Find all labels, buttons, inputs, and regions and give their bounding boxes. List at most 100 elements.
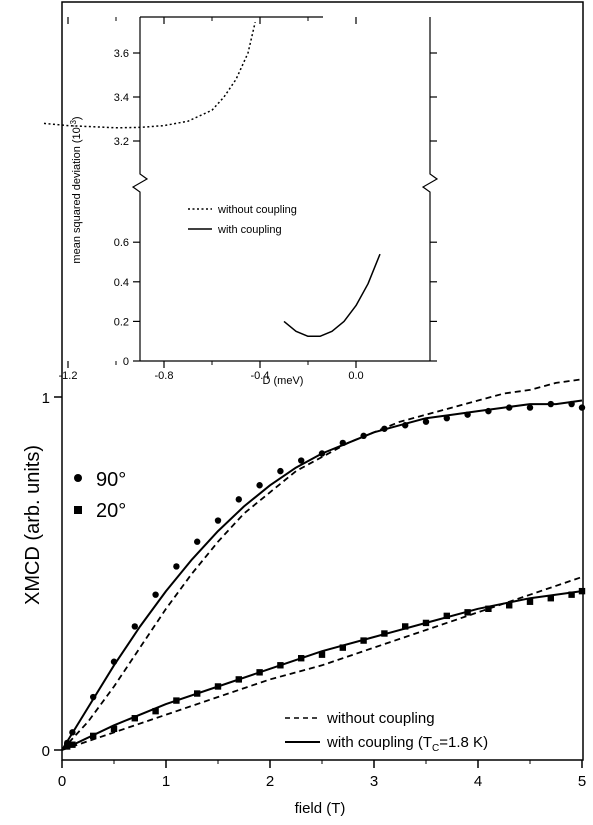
main-x-tick-label: 2: [266, 773, 274, 790]
inset-background: [140, 14, 445, 367]
inset-axes: -1.2 -0.8 -0.4 0.0 0 0.2 0.4 0.6 3.2 3.4 3.6: [59, 16, 439, 382]
data-point-90deg: [173, 563, 180, 570]
data-point-90deg: [256, 482, 263, 489]
inset-curve-with-coupling: [283, 253, 381, 338]
fit-line-without-coupling: [61, 378, 583, 751]
main-x-tick-label: 1: [162, 773, 170, 790]
data-point-20deg: [235, 676, 242, 683]
data-point-20deg: [339, 644, 346, 651]
inset-x-tick-label: 0.0: [348, 370, 363, 382]
data-point-90deg: [402, 422, 409, 429]
data-point-20deg: [318, 651, 326, 658]
data-point-20deg: [547, 595, 554, 602]
data-point-90deg: [298, 457, 305, 464]
data-point-20deg: [152, 707, 159, 715]
data-point-20deg: [214, 683, 222, 690]
inset-right-axis-break: [421, 17, 439, 361]
inset-x-tick-label: -0.4: [251, 370, 270, 382]
main-fit-curves: [61, 378, 583, 751]
data-point-90deg: [152, 591, 159, 598]
inset-y-label-sup: -3: [69, 120, 78, 128]
main-data-points: [63, 400, 586, 750]
legend-with-coupling-end: =1.8 K): [439, 734, 488, 751]
line-legend: without coupling with coupling (TC=1.8 K…: [285, 710, 488, 754]
data-point-20deg: [131, 715, 138, 722]
data-point-90deg: [381, 425, 388, 432]
legend-circle-marker: [74, 474, 82, 482]
marker-legend: 90° 20°: [74, 469, 126, 522]
data-point-20deg: [381, 630, 388, 637]
inset-y-tick-label: 3.6: [114, 48, 129, 60]
data-point-90deg: [131, 623, 138, 630]
inset-y-tick-label: 0: [123, 356, 129, 368]
inset-y-label-end: ): [71, 116, 83, 120]
inset-curves: [43, 22, 381, 338]
main-y-tick-label: 0: [42, 743, 50, 760]
inset-plot: -1.2 -0.8 -0.4 0.0 0 0.2 0.4 0.6 3.2 3.4 3.6 D (me…: [43, 14, 445, 387]
inset-y-tick-label: 0.2: [114, 316, 129, 328]
data-point-20deg: [360, 637, 367, 644]
inset-legend-with: with coupling: [217, 224, 282, 236]
inset-y-tick-label: 0.4: [114, 277, 129, 289]
data-point-90deg: [547, 400, 554, 408]
main-y-axis-label: XMCD (arb. units): [22, 445, 44, 605]
data-point-20deg: [578, 587, 586, 595]
inset-y-tick-label: 3.2: [114, 136, 129, 148]
inset-curve-without-coupling: [43, 22, 256, 129]
data-point-90deg: [526, 404, 534, 411]
data-point-90deg: [485, 407, 492, 415]
data-point-20deg: [402, 623, 409, 630]
inset-legend-without: without coupling: [217, 204, 297, 216]
data-point-90deg: [235, 496, 242, 503]
main-x-tick-label: 0: [58, 773, 66, 790]
legend-with-coupling-sub: C: [432, 743, 439, 754]
data-point-90deg: [443, 414, 450, 422]
data-point-90deg: [360, 432, 367, 440]
data-point-90deg: [318, 450, 326, 457]
legend-with-coupling-main: with coupling (T: [326, 734, 432, 751]
data-point-20deg: [64, 743, 71, 750]
data-point-90deg: [69, 729, 76, 736]
main-x-tick-label: 5: [578, 773, 586, 790]
inset-left-axis-break: [131, 17, 149, 361]
legend-label-90: 90°: [96, 469, 126, 491]
data-point-90deg: [568, 400, 575, 408]
inset-y-tick-label: 0.6: [114, 237, 129, 249]
inset-x-tick-label: -1.2: [59, 370, 78, 382]
data-point-90deg: [110, 658, 118, 665]
data-point-90deg: [464, 411, 471, 418]
main-x-tick-label: 4: [474, 773, 482, 790]
legend-label-20: 20°: [96, 500, 126, 522]
data-point-90deg: [90, 693, 97, 701]
fit-line-with-coupling: [61, 590, 583, 751]
legend-without-coupling: without coupling: [326, 710, 435, 727]
data-point-20deg: [90, 732, 97, 740]
data-point-20deg: [194, 690, 201, 697]
data-point-20deg: [173, 697, 180, 704]
main-x-axis-label: field (T): [295, 800, 346, 817]
data-point-20deg: [277, 662, 284, 669]
data-point-20deg: [568, 591, 575, 598]
data-point-20deg: [69, 741, 76, 748]
inset-y-axis-label: mean squared deviation (10-3): [69, 116, 83, 263]
fit-line-without-coupling: [61, 576, 583, 751]
inset-x-tick-label: -0.8: [155, 370, 174, 382]
data-point-90deg: [422, 418, 430, 425]
inset-x-axis-label: D (meV): [263, 375, 304, 387]
inset-y-tick-label: 3.4: [114, 92, 129, 104]
data-point-20deg: [422, 619, 430, 627]
main-axis-ticks: 0 1 2 3 4 5 0 1: [42, 390, 587, 790]
data-point-90deg: [277, 467, 284, 475]
legend-with-coupling: with coupling (TC=1.8 K): [326, 734, 488, 754]
data-point-20deg: [256, 669, 263, 676]
data-point-20deg: [506, 602, 513, 609]
data-point-20deg: [485, 605, 492, 612]
data-point-90deg: [339, 439, 346, 447]
data-point-20deg: [110, 725, 118, 733]
data-point-20deg: [443, 612, 450, 620]
data-point-20deg: [526, 598, 534, 605]
inset-y-label-main: mean squared deviation (10: [71, 127, 83, 263]
main-x-tick-label: 3: [370, 773, 378, 790]
inset-legend: without coupling with coupling: [188, 204, 297, 236]
